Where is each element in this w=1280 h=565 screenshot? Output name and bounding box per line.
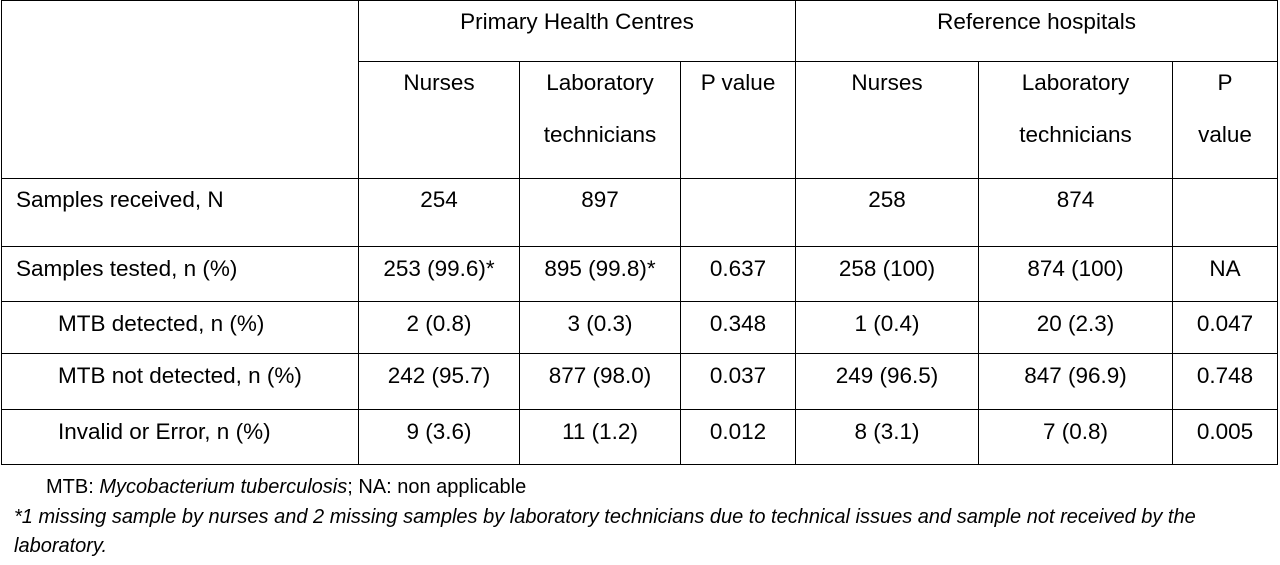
cell-ref-lab: 20 (2.3) bbox=[978, 301, 1174, 354]
cell-phc-nurses: 9 (3.6) bbox=[358, 409, 520, 465]
cell-ref-nurses: 8 (3.1) bbox=[795, 409, 980, 465]
footnote: *1 missing sample by nurses and 2 missin… bbox=[14, 506, 1196, 557]
row-label: MTB detected, n (%) bbox=[1, 301, 359, 354]
row-label: Invalid or Error, n (%) bbox=[1, 409, 359, 465]
subheader-ref-p-value: P value bbox=[1172, 61, 1279, 179]
table-row: Samples received, N 254 897 258 874 bbox=[1, 178, 1279, 247]
cell-phc-lab: 877 (98.0) bbox=[519, 353, 681, 410]
cell-phc-lab: 11 (1.2) bbox=[519, 409, 681, 465]
subheader-ref-nurses: Nurses bbox=[795, 61, 980, 179]
cell-ref-lab: 7 (0.8) bbox=[978, 409, 1174, 465]
cell-phc-lab: 897 bbox=[519, 178, 681, 247]
cell-phc-p: 0.348 bbox=[679, 301, 797, 354]
abbrev-suffix: ; NA: non applicable bbox=[347, 476, 527, 498]
table-row: Samples tested, n (%) 253 (99.6)* 895 (9… bbox=[1, 246, 1279, 302]
cell-phc-p: 0.037 bbox=[679, 353, 797, 410]
group-header-row: Primary Health Centres Reference hospita… bbox=[1, 0, 1279, 179]
subheader-phc-p-value: P value bbox=[679, 61, 797, 179]
group-header-phc: Primary Health Centres bbox=[357, 0, 797, 62]
cell-phc-p: 0.012 bbox=[679, 409, 797, 465]
abbrev-species: Mycobacterium tuberculosis bbox=[99, 476, 348, 498]
cell-phc-lab: 3 (0.3) bbox=[519, 301, 681, 354]
cell-ref-lab: 847 (96.9) bbox=[978, 353, 1174, 410]
header-corner-cell bbox=[1, 0, 359, 179]
group-header-reference: Reference hospitals bbox=[795, 0, 1279, 62]
table-row: MTB detected, n (%) 2 (0.8) 3 (0.3) 0.34… bbox=[1, 301, 1279, 354]
cell-ref-lab: 874 bbox=[978, 178, 1174, 247]
cell-phc-nurses: 254 bbox=[358, 178, 520, 247]
cell-ref-nurses: 1 (0.4) bbox=[795, 301, 980, 354]
subheader-phc-lab-technicians: Laboratory technicians bbox=[519, 61, 681, 179]
table-row: MTB not detected, n (%) 242 (95.7) 877 (… bbox=[1, 353, 1279, 410]
abbreviation-note: MTB: Mycobacterium tuberculosis; NA: non… bbox=[46, 473, 526, 501]
subheader-ref-lab-technicians: Laboratory technicians bbox=[978, 61, 1174, 179]
cell-ref-p: 0.047 bbox=[1172, 301, 1279, 354]
cell-ref-p: 0.748 bbox=[1172, 353, 1279, 410]
row-label: Samples received, N bbox=[1, 178, 359, 247]
cell-ref-p: NA bbox=[1172, 246, 1279, 302]
cell-ref-lab: 874 (100) bbox=[978, 246, 1174, 302]
cell-phc-nurses: 253 (99.6)* bbox=[358, 246, 520, 302]
cell-ref-nurses: 249 (96.5) bbox=[795, 353, 980, 410]
cell-phc-nurses: 242 (95.7) bbox=[358, 353, 520, 410]
cell-phc-nurses: 2 (0.8) bbox=[358, 301, 520, 354]
cell-ref-p bbox=[1172, 178, 1279, 247]
cell-ref-p: 0.005 bbox=[1172, 409, 1279, 465]
table-row: Invalid or Error, n (%) 9 (3.6) 11 (1.2)… bbox=[1, 409, 1279, 465]
results-table: Primary Health Centres Reference hospita… bbox=[1, 0, 1279, 465]
subheader-phc-nurses: Nurses bbox=[358, 61, 520, 179]
cell-phc-p bbox=[679, 178, 797, 247]
subheader-row: Nurses Laboratory technicians P value Nu… bbox=[2, 61, 1279, 179]
row-label: MTB not detected, n (%) bbox=[1, 353, 359, 410]
cell-phc-p: 0.637 bbox=[679, 246, 797, 302]
row-label: Samples tested, n (%) bbox=[1, 246, 359, 302]
cell-ref-nurses: 258 (100) bbox=[795, 246, 980, 302]
abbrev-prefix: MTB: bbox=[46, 476, 100, 498]
cell-phc-lab: 895 (99.8)* bbox=[519, 246, 681, 302]
cell-ref-nurses: 258 bbox=[795, 178, 980, 247]
